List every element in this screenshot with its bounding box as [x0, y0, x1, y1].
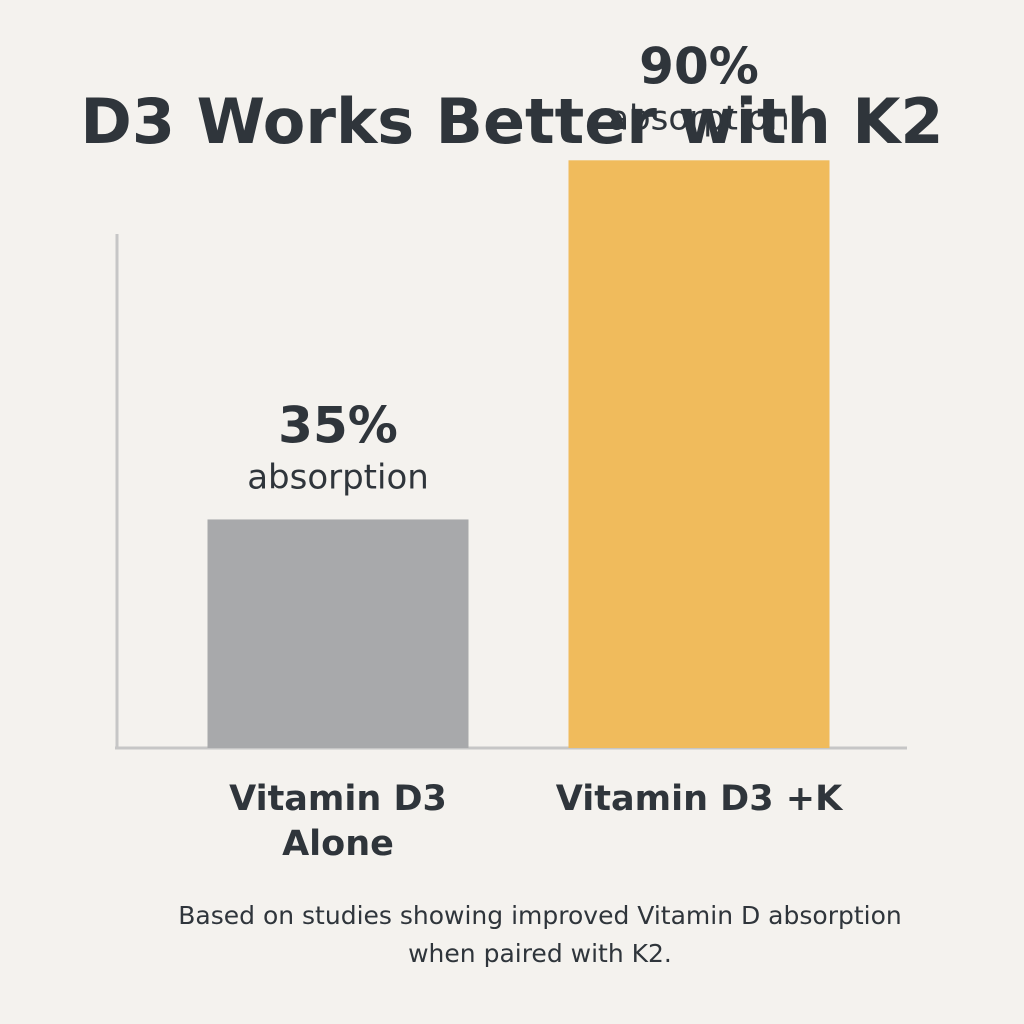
category-label-2-line-1: Vitamin D3 +K: [556, 779, 844, 819]
chart-title: D3 Works Better with K2: [80, 85, 944, 158]
bar-1: [207, 519, 469, 748]
value-label-2: 90%: [639, 37, 759, 95]
bars-group: [207, 160, 830, 749]
bar-2: [568, 160, 830, 749]
category-label-1-line-1: Vitamin D3: [229, 779, 447, 819]
value-sublabel-2: absorption: [608, 98, 790, 138]
category-label-1: Vitamin D3 Alone: [229, 779, 447, 864]
category-label-1-line-2: Alone: [282, 824, 394, 864]
value-sublabel-1: absorption: [247, 457, 429, 497]
footnote-line-1: Based on studies showing improved Vitami…: [178, 901, 902, 930]
chart-footnote: Based on studies showing improved Vitami…: [0, 897, 1024, 973]
value-label-1: 35%: [278, 396, 398, 454]
footnote-line-2: when paired with K2.: [408, 939, 672, 968]
category-label-2: Vitamin D3 +K: [556, 779, 844, 819]
